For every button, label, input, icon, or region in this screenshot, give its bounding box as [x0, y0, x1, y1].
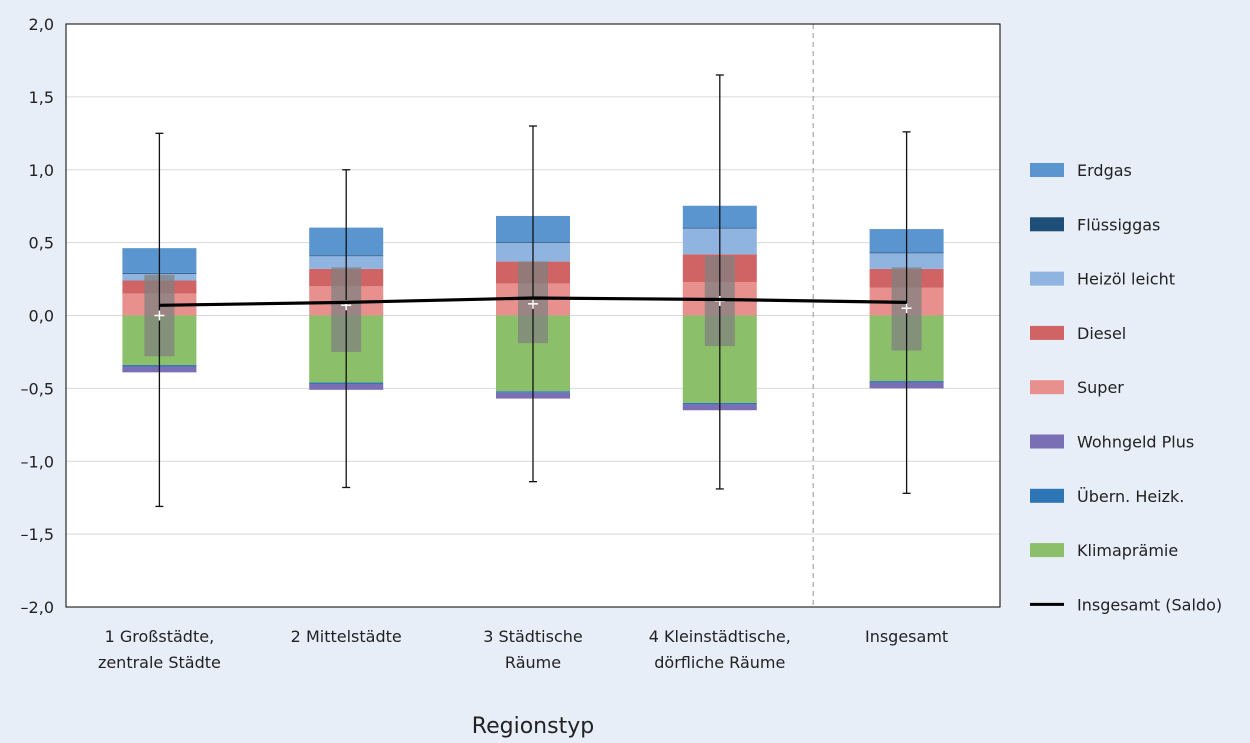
legend-swatch	[1030, 543, 1064, 558]
y-tick-label: 1,0	[29, 161, 54, 180]
x-tick-label: Insgesamt	[865, 627, 948, 646]
plot-border	[65, 23, 1001, 608]
legend-label: Flüssiggas	[1077, 215, 1160, 234]
legend-label: Klimaprämie	[1077, 541, 1178, 560]
y-tick-label: 0,0	[29, 307, 54, 326]
legend-label: Super	[1077, 378, 1124, 397]
legend-label: Insgesamt (Saldo)	[1077, 595, 1222, 614]
legend-swatch	[1030, 325, 1064, 340]
y-tick-label: 2,0	[29, 15, 54, 34]
legend-swatch	[1030, 271, 1064, 286]
y-tick-label: –0,5	[21, 379, 54, 398]
y-tick-label: 0,5	[29, 234, 54, 253]
legend-label: Diesel	[1077, 324, 1126, 343]
legend-swatch	[1030, 488, 1064, 503]
x-axis-label: Regionstyp	[472, 714, 594, 739]
legend-swatch	[1030, 434, 1064, 449]
saldo-line	[159, 296, 907, 307]
x-tick-label: Räume	[505, 653, 561, 672]
y-tick-label: –1,5	[21, 525, 54, 544]
legend-swatch	[1030, 163, 1064, 177]
x-tick-label: 1 Großstädte,	[105, 627, 215, 646]
y-tick-label: 1,5	[29, 88, 54, 107]
legend-label: Heizöl leicht	[1077, 270, 1175, 289]
legend-label: Erdgas	[1077, 161, 1132, 180]
x-tick-label: dörfliche Räume	[654, 653, 785, 672]
legend-label: Wohngeld Plus	[1077, 433, 1194, 452]
x-tick-label: 4 Kleinstädtische,	[649, 627, 791, 646]
x-tick-label: 2 Mittelstädte	[291, 627, 402, 646]
x-tick-label: 3 Städtische	[483, 627, 583, 646]
legend-label: Übern. Heizk.	[1077, 487, 1184, 506]
plot-area: 2,0 1,5 1,0 0,5 0,0 –0,5 –1,0 –1,5 –2,0 1 Großstä…	[21, 15, 1001, 672]
y-tick-label: –1,0	[21, 452, 54, 471]
x-tick-label: zentrale Städte	[98, 653, 221, 672]
legend-swatch	[1030, 380, 1064, 395]
legend: Erdgas Flüssiggas Heizöl leicht Diesel Super…	[1030, 161, 1222, 614]
legend-swatch	[1030, 217, 1064, 232]
y-tick-label: –2,0	[21, 598, 54, 617]
